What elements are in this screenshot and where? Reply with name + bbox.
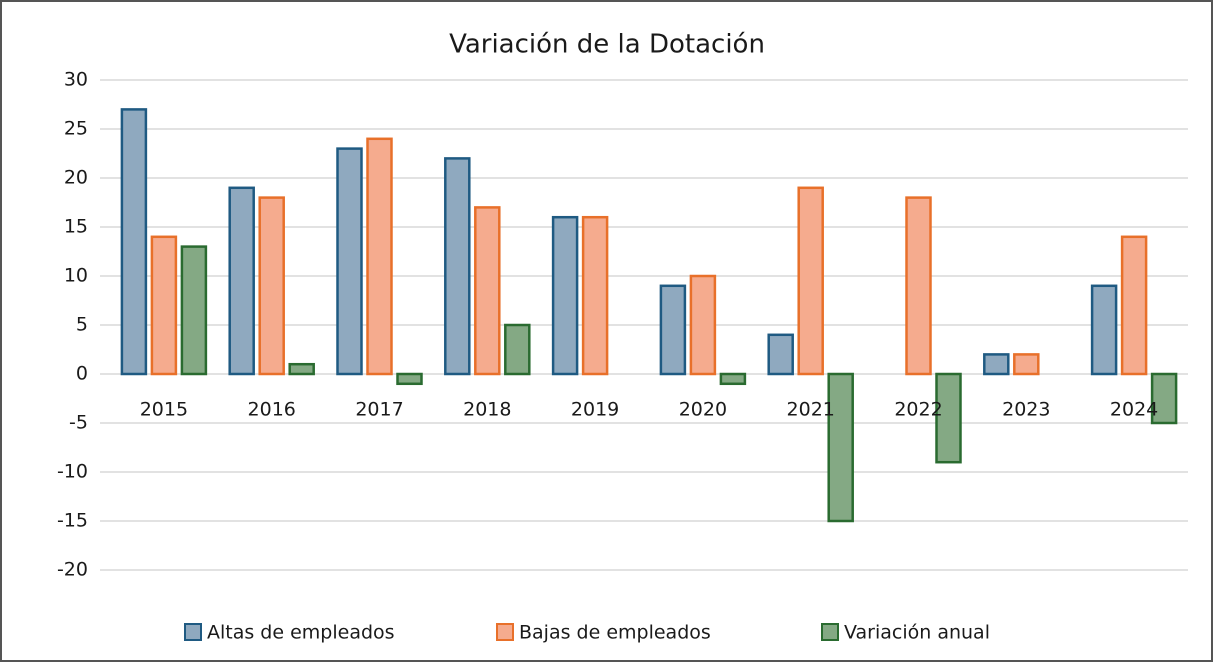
bar bbox=[504, 323, 531, 376]
bar bbox=[827, 372, 854, 523]
bar bbox=[1150, 372, 1178, 425]
bar bbox=[180, 245, 208, 376]
bar bbox=[396, 372, 423, 386]
legend-label: Variación anual bbox=[844, 622, 990, 644]
y-tick-label: 10 bbox=[64, 265, 88, 287]
y-tick-label: -10 bbox=[57, 461, 88, 483]
legend-swatch bbox=[184, 623, 202, 641]
y-tick-label: 15 bbox=[64, 216, 88, 238]
bar bbox=[1013, 353, 1040, 376]
x-tick-label: 2022 bbox=[894, 399, 942, 421]
bar bbox=[228, 186, 255, 376]
chart-title: Variación de la Dotación bbox=[449, 30, 765, 60]
bar bbox=[150, 235, 178, 376]
bar bbox=[1090, 284, 1118, 376]
x-tick-label: 2015 bbox=[140, 399, 188, 421]
bar bbox=[935, 372, 962, 464]
legend-swatch bbox=[496, 623, 514, 641]
bar bbox=[905, 196, 932, 376]
bar bbox=[689, 274, 717, 376]
x-tick-label: 2016 bbox=[248, 399, 296, 421]
bar bbox=[581, 215, 609, 376]
bar bbox=[336, 147, 363, 376]
bar bbox=[719, 372, 747, 386]
x-tick-label: 2017 bbox=[355, 399, 403, 421]
y-tick-label: 5 bbox=[76, 314, 88, 336]
x-tick-label: 2021 bbox=[787, 399, 835, 421]
y-tick-label: 20 bbox=[64, 167, 88, 189]
bar bbox=[474, 206, 501, 376]
bar bbox=[983, 353, 1010, 376]
bar bbox=[551, 215, 579, 376]
x-tick-label: 2019 bbox=[571, 399, 619, 421]
legend-label: Bajas de empleados bbox=[519, 622, 711, 644]
legend-label: Altas de empleados bbox=[207, 622, 395, 644]
y-tick-label: 30 bbox=[64, 69, 88, 91]
bar bbox=[366, 137, 393, 376]
bar bbox=[797, 186, 824, 376]
x-tick-label: 2023 bbox=[1002, 399, 1050, 421]
y-tick-label: -15 bbox=[57, 510, 88, 532]
x-tick-label: 2024 bbox=[1110, 399, 1158, 421]
y-tick-label: -20 bbox=[57, 559, 88, 581]
bar bbox=[767, 333, 794, 376]
x-tick-label: 2018 bbox=[463, 399, 511, 421]
bar bbox=[288, 362, 315, 376]
x-tick-label: 2020 bbox=[679, 399, 727, 421]
y-tick-label: 0 bbox=[76, 363, 88, 385]
bar bbox=[1120, 235, 1148, 376]
legend-swatch bbox=[821, 623, 839, 641]
y-tick-label: 25 bbox=[64, 118, 88, 140]
bar bbox=[120, 108, 148, 376]
bar bbox=[258, 196, 285, 376]
bar bbox=[444, 157, 471, 376]
bar bbox=[659, 284, 687, 376]
y-tick-label: -5 bbox=[69, 412, 88, 434]
